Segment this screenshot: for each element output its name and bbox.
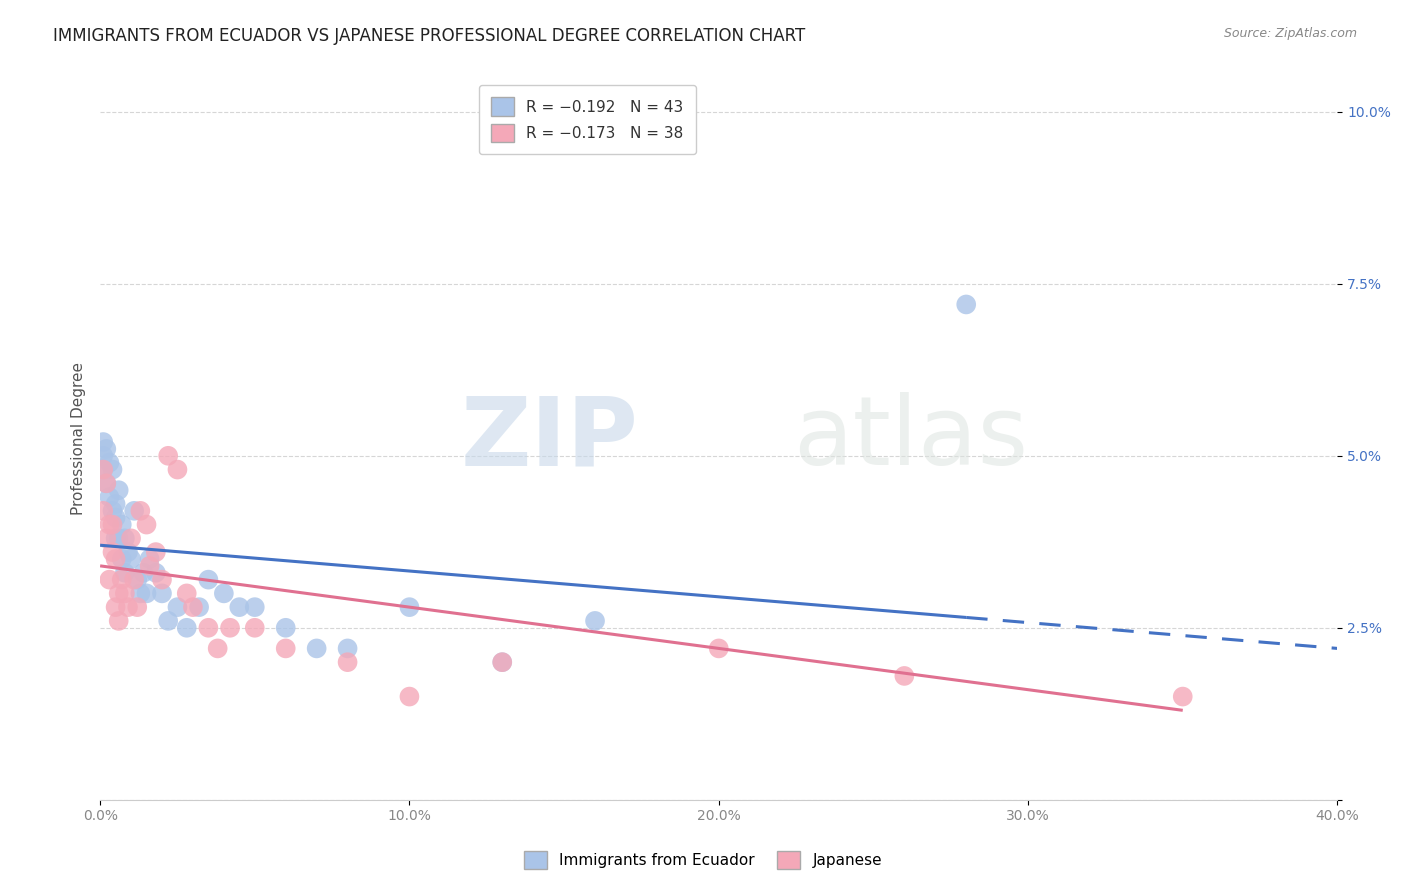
Text: IMMIGRANTS FROM ECUADOR VS JAPANESE PROFESSIONAL DEGREE CORRELATION CHART: IMMIGRANTS FROM ECUADOR VS JAPANESE PROF… [53,27,806,45]
Point [188,600,211,615]
Point [98,490,121,504]
Point [114,566,136,580]
Point [127,600,149,615]
Point [491,655,513,669]
Point [157,614,180,628]
Point [122,504,145,518]
Point [96,476,118,491]
Point [135,517,157,532]
Point [101,504,124,518]
Point [107,483,129,498]
Point [104,600,127,615]
Point [893,669,915,683]
Point [197,621,219,635]
Point [107,586,129,600]
Point [120,552,142,566]
Text: ZIP: ZIP [461,392,638,485]
Point [91,435,114,450]
Point [117,545,139,559]
Point [91,462,114,476]
Point [104,510,127,524]
Point [207,641,229,656]
Point [166,600,188,615]
Point [111,552,134,566]
Point [157,449,180,463]
Point [96,532,118,546]
Text: Source: ZipAtlas.com: Source: ZipAtlas.com [1223,27,1357,40]
Point [398,600,420,615]
Point [96,442,118,456]
Point [104,532,127,546]
Point [101,462,124,476]
Point [107,532,129,546]
Point [111,517,134,532]
Point [197,573,219,587]
Point [120,532,142,546]
Point [243,621,266,635]
Point [274,641,297,656]
Point [491,655,513,669]
Point [1171,690,1194,704]
Point [91,504,114,518]
Point [336,641,359,656]
Point [138,552,160,566]
Text: atlas: atlas [793,392,1028,485]
Point [145,545,167,559]
Point [104,497,127,511]
Point [219,621,242,635]
Point [583,614,606,628]
Point [176,586,198,600]
Point [122,573,145,587]
Legend: R = −0.192   N = 43, R = −0.173   N = 38: R = −0.192 N = 43, R = −0.173 N = 38 [479,85,696,154]
Point [104,552,127,566]
Point [150,573,173,587]
Point [91,449,114,463]
Point [98,456,121,470]
Point [181,600,204,615]
Point [176,621,198,635]
Point [98,573,121,587]
Point [243,600,266,615]
Point [336,655,359,669]
Point [98,517,121,532]
Point [111,573,134,587]
Point [305,641,328,656]
Point [955,297,977,311]
Point [101,517,124,532]
Point [150,586,173,600]
Y-axis label: Professional Degree: Professional Degree [72,362,86,515]
Point [398,690,420,704]
Point [114,532,136,546]
Point [107,614,129,628]
Point [166,462,188,476]
Point [96,476,118,491]
Point [91,462,114,476]
Point [228,600,250,615]
Point [212,586,235,600]
Point [117,600,139,615]
Point [135,586,157,600]
Point [132,566,155,580]
Legend: Immigrants from Ecuador, Japanese: Immigrants from Ecuador, Japanese [517,845,889,875]
Point [129,504,152,518]
Point [138,558,160,573]
Point [129,586,152,600]
Point [707,641,730,656]
Point [114,586,136,600]
Point [145,566,167,580]
Point [274,621,297,635]
Point [101,545,124,559]
Point [127,573,149,587]
